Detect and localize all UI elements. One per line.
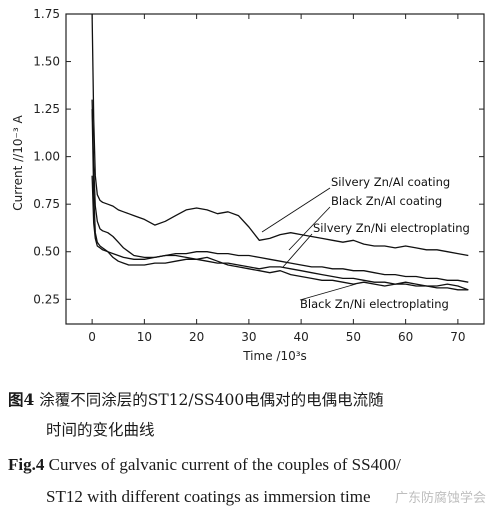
- x-tick-label-6: 60: [398, 330, 413, 344]
- caption-cn-line1: 图4 涂覆不同涂层的ST12/SS400电偶对的电偶电流随: [8, 388, 384, 410]
- annotation-leader-2: [282, 233, 313, 268]
- caption-en-label: Fig.4: [8, 455, 45, 474]
- caption-cn-text1: 涂覆不同涂层的ST12/SS400电偶对的电偶电流随: [39, 391, 384, 409]
- y-tick-label-0: 0.25: [33, 292, 60, 306]
- x-tick-label-0: 0: [88, 330, 96, 344]
- series-line-3: [91, 109, 469, 291]
- caption-en-line1: Fig.4 Curves of galvanic current of the …: [8, 455, 401, 475]
- x-tick-label-7: 70: [450, 330, 465, 344]
- y-tick-label-2: 0.75: [33, 197, 60, 211]
- caption-en-text1: Curves of galvanic current of the couple…: [48, 455, 401, 474]
- series-line-2: [91, 175, 469, 283]
- y-tick-label-6: 1.75: [33, 7, 60, 21]
- x-tick-label-5: 50: [346, 330, 361, 344]
- chart: 0 10 20 30 40 50 60 70 0.25 0.50 0.75 1.00 1.25 1.50 1…: [11, 7, 485, 363]
- annotation-label-0: Silvery Zn/Al coating: [331, 175, 450, 189]
- x-axis-title: Time /10³s: [242, 349, 307, 363]
- plot-frame: [65, 13, 485, 325]
- y-axis-title: Current //10⁻³ A: [11, 115, 25, 211]
- annotation-leader-3: [299, 283, 357, 301]
- y-tick-label-1: 0.50: [33, 245, 60, 259]
- x-tick-label-3: 30: [241, 330, 256, 344]
- x-tick-label-2: 20: [189, 330, 204, 344]
- plot-area: 0 10 20 30 40 50 60 70 0.25 0.50 0.75 1.00 1.25 1.50 1…: [11, 7, 485, 363]
- x-tick-label-1: 10: [137, 330, 152, 344]
- caption-cn-line2: 时间的变化曲线: [46, 421, 155, 439]
- y-tick-label-3: 1.00: [33, 150, 60, 164]
- annotation-label-2: Silvery Zn/Ni electroplating: [313, 221, 470, 235]
- annotation-leader-1: [288, 206, 331, 251]
- x-tick-label-4: 40: [293, 330, 308, 344]
- caption-cn-label: 图4: [8, 390, 35, 409]
- annotation-leader-0: [261, 187, 331, 233]
- caption-en-line2: ST12 with different coatings as immersio…: [46, 487, 371, 506]
- series-line-0: [91, 13, 469, 257]
- watermark: 广东防腐蚀学会: [394, 491, 486, 506]
- y-tick-label-5: 1.50: [33, 55, 60, 69]
- annotation-label-1: Black Zn/Al coating: [331, 194, 442, 208]
- annotation-label-3: Black Zn/Ni electroplating: [300, 297, 449, 311]
- y-tick-label-4: 1.25: [33, 102, 60, 116]
